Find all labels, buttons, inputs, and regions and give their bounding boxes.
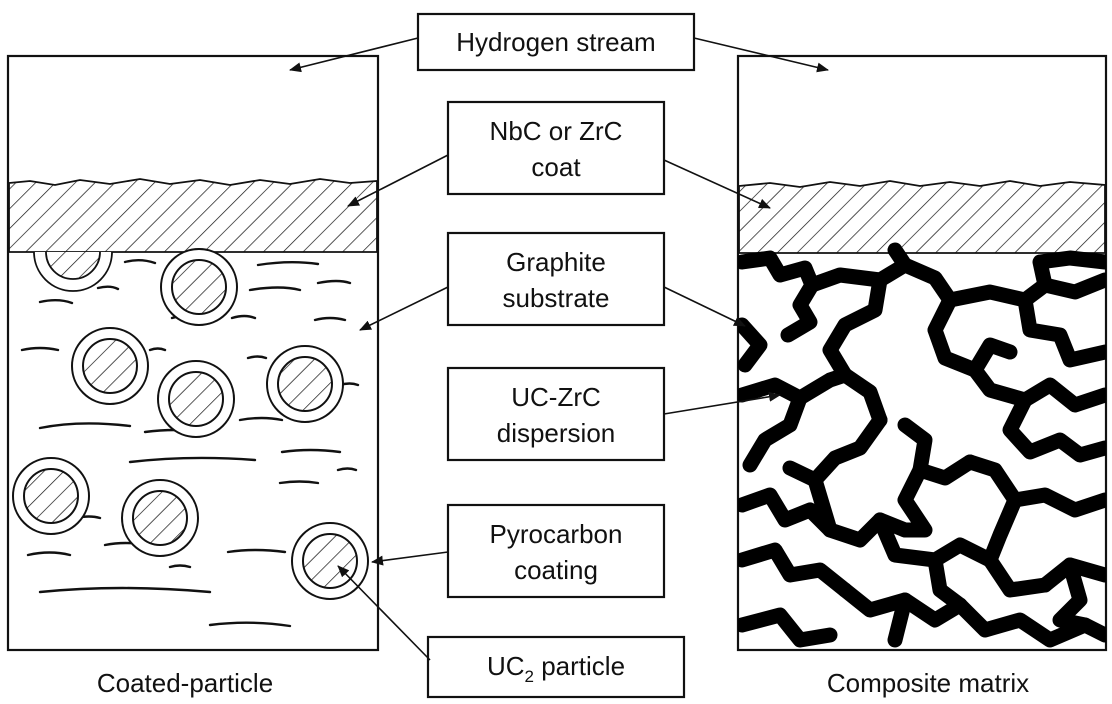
caption-composite-matrix: Composite matrix bbox=[827, 668, 1029, 698]
coated-particle-panel bbox=[6, 54, 380, 652]
dispersion-network bbox=[738, 242, 1106, 648]
coated-particles bbox=[12, 248, 369, 600]
dispersion-text-line1: UC-ZrC bbox=[511, 382, 601, 412]
graphite-text-line2: substrate bbox=[503, 283, 610, 313]
uc2-particle-text: UC2 particle bbox=[487, 651, 625, 686]
arrow-graphite-left bbox=[359, 286, 449, 331]
leader-arrows bbox=[289, 37, 829, 661]
composite-matrix-panel bbox=[736, 54, 1108, 652]
label-coat: NbC or ZrC coat bbox=[446, 100, 666, 196]
right-coat-layer bbox=[738, 180, 1106, 254]
coat-text-line1: NbC or ZrC bbox=[490, 116, 623, 146]
label-uc-zrc-dispersion: UC-ZrC dispersion bbox=[446, 366, 666, 462]
graphite-text-line1: Graphite bbox=[506, 247, 606, 277]
pyro-text-line1: Pyrocarbon bbox=[490, 519, 623, 549]
caption-coated-particle: Coated-particle bbox=[97, 668, 273, 698]
arrow-dispersion bbox=[663, 391, 781, 415]
coated-particle-4 bbox=[266, 345, 344, 423]
dispersion-text-line2: dispersion bbox=[497, 418, 616, 448]
coated-particle-3 bbox=[157, 360, 235, 438]
embedded-particle bbox=[33, 251, 113, 292]
coated-particle-6 bbox=[121, 479, 199, 557]
arrow-coat-left bbox=[347, 154, 449, 207]
label-graphite-substrate: Graphite substrate bbox=[446, 231, 666, 327]
graphite-flakes bbox=[20, 259, 360, 628]
arrow-uc2 bbox=[337, 565, 431, 661]
left-coat-layer bbox=[8, 178, 378, 253]
arrow-hydrogen-left bbox=[289, 37, 419, 73]
label-hydrogen-stream: Hydrogen stream bbox=[416, 12, 696, 72]
arrow-graphite-right bbox=[663, 286, 746, 327]
coated-particle-7 bbox=[291, 522, 369, 600]
coated-particle-1 bbox=[160, 248, 238, 326]
arrow-pyrocarbon bbox=[371, 551, 449, 566]
arrow-coat-right bbox=[663, 159, 771, 209]
coated-particle-5 bbox=[12, 457, 90, 535]
pyro-text-line2: coating bbox=[514, 555, 598, 585]
coat-text-line2: coat bbox=[531, 152, 581, 182]
arrow-hydrogen-right bbox=[693, 37, 829, 73]
label-uc2-particle: UC2 particle bbox=[426, 635, 686, 699]
hydrogen-stream-text: Hydrogen stream bbox=[456, 27, 655, 57]
coated-particle-2 bbox=[71, 327, 149, 405]
label-pyrocarbon-coating: Pyrocarbon coating bbox=[446, 503, 666, 599]
